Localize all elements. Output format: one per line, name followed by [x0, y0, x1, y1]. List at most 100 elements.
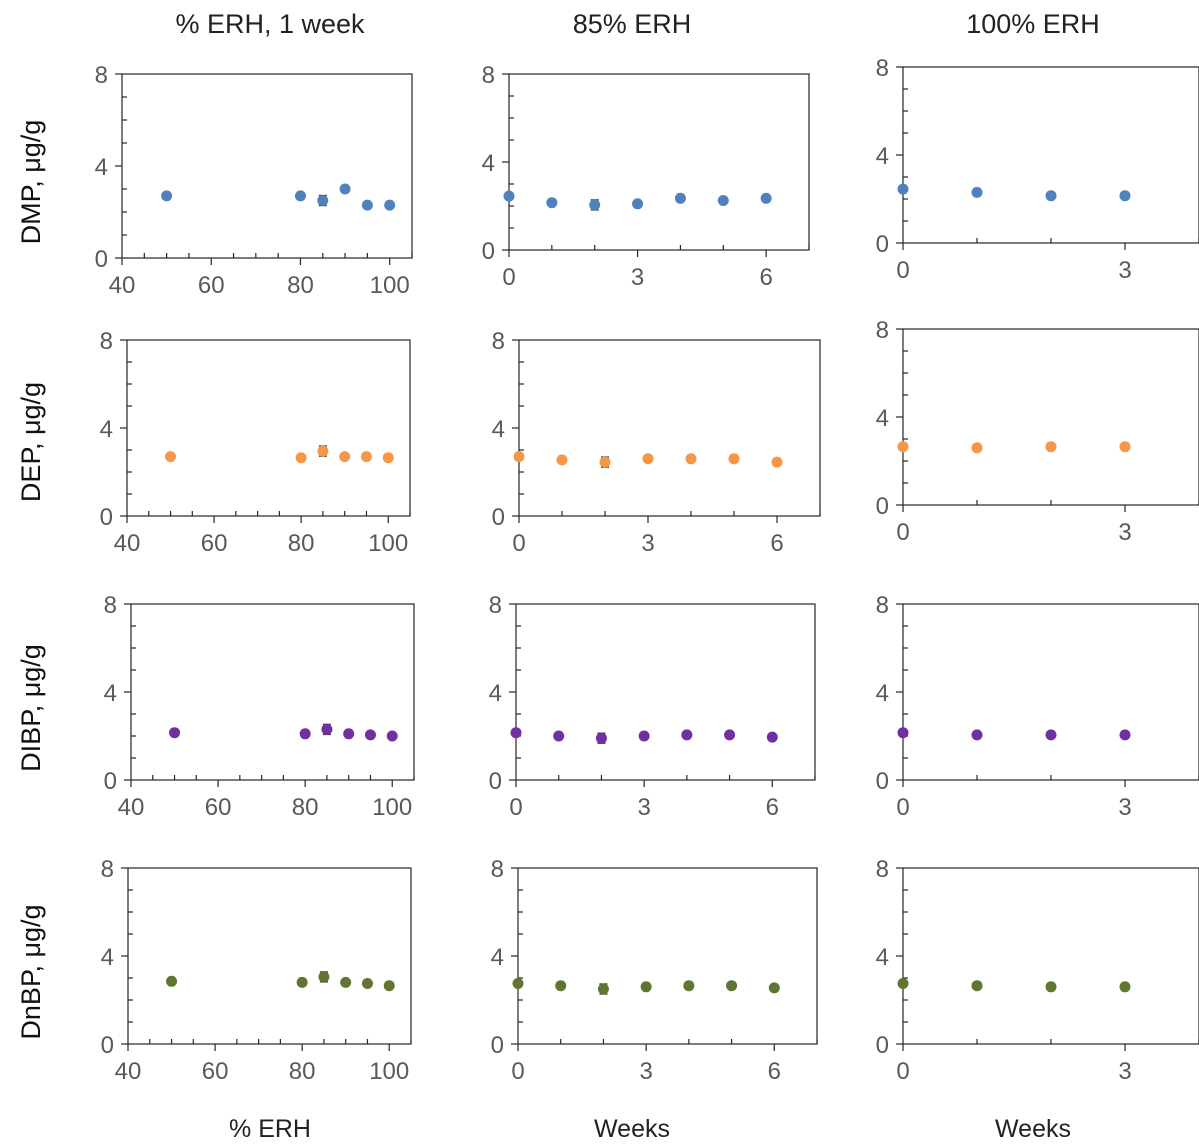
data-point-dep [295, 452, 307, 464]
plot-frame [902, 867, 1199, 1045]
data-point-dibp [364, 729, 376, 741]
x-tick-label: 100 [372, 794, 412, 821]
data-point-dibp [1119, 729, 1131, 741]
y-tick-label: 4 [876, 680, 889, 707]
data-point-dibp [169, 727, 181, 739]
y-tick-label: 4 [95, 154, 108, 181]
data-point-dmp [294, 190, 306, 202]
data-point-dnbp [726, 980, 738, 992]
data-point-dmp [361, 199, 373, 211]
panel-dmp-week100: 0 4 8 0 3 [876, 55, 1199, 284]
x-axis-label-weeks-85: Weeks [594, 1115, 670, 1143]
panel-dnbp-erh: 0 4 8 40 60 80 100 [101, 856, 412, 1085]
data-point-dibp [724, 729, 736, 741]
x-tick-label: 0 [509, 794, 522, 821]
data-point-dnbp [897, 978, 909, 989]
x-tick-label: 0 [896, 794, 909, 821]
data-point-dmp [674, 192, 686, 204]
data-point-dibp [1045, 729, 1057, 741]
data-point-dibp [766, 731, 778, 743]
data-point-dnbp [166, 975, 178, 987]
data-point-dibp [553, 730, 565, 742]
x-tick-label: 60 [198, 272, 225, 299]
column-title-2: 85% ERH [573, 9, 692, 39]
data-point-dibp [638, 730, 650, 742]
x-tick-label: 3 [1118, 794, 1131, 821]
y-tick-label: 4 [876, 944, 889, 971]
y-tick-label: 0 [491, 1032, 504, 1059]
y-tick-label: 8 [104, 592, 117, 619]
x-tick-label: 6 [766, 794, 779, 821]
y-tick-label: 0 [104, 768, 117, 795]
x-tick-label: 100 [368, 530, 408, 557]
data-point-dep [971, 442, 983, 454]
y-tick-label: 0 [100, 504, 113, 531]
plot-frame [902, 603, 1199, 781]
data-point-dibp [299, 728, 311, 740]
plot-frame [121, 73, 413, 259]
plot-frame [130, 603, 415, 781]
y-tick-label: 4 [491, 944, 504, 971]
y-tick-label: 4 [876, 143, 889, 170]
x-tick-label: 3 [637, 794, 650, 821]
plot-frame [902, 328, 1199, 506]
x-tick-label: 40 [109, 272, 136, 299]
data-point-dep [1045, 441, 1057, 453]
data-point-dmp [546, 197, 558, 209]
y-tick-label: 4 [492, 416, 505, 443]
column-title-3: 100% ERH [966, 9, 1100, 39]
data-point-dmp [1045, 190, 1057, 202]
x-tick-label: 0 [896, 1058, 909, 1085]
y-tick-label: 8 [876, 856, 889, 883]
x-tick-label: 80 [288, 530, 315, 557]
x-axis-label-erh: % ERH [229, 1115, 311, 1143]
data-point-dmp [317, 195, 329, 206]
data-point-dibp [386, 730, 398, 742]
data-point-dmp [717, 195, 729, 206]
data-point-dep [317, 445, 329, 457]
panel-dnbp-week85: 0 4 8 0 3 6 [491, 856, 818, 1085]
data-point-dnbp [683, 980, 695, 992]
data-point-dnbp [296, 976, 308, 988]
plot-frame [518, 339, 821, 517]
x-tick-label: 3 [1118, 519, 1131, 546]
data-point-dibp [595, 732, 607, 744]
data-point-dnbp [340, 976, 352, 988]
data-point-dmp [339, 183, 351, 195]
y-tick-label: 4 [104, 680, 117, 707]
y-tick-label: 8 [876, 317, 889, 344]
x-tick-label: 3 [1118, 1058, 1131, 1085]
data-point-dep [339, 451, 351, 463]
data-point-dep [685, 453, 697, 465]
panel-dep-erh: 0 4 8 40 60 80 100 [100, 328, 411, 557]
y-tick-label: 4 [876, 405, 889, 432]
plot-frame [902, 66, 1199, 244]
y-tick-label: 8 [100, 328, 113, 355]
x-tick-label: 3 [631, 264, 644, 291]
x-tick-label: 60 [202, 1058, 229, 1085]
panel-dmp-week85: 0 4 8 0 3 6 [482, 62, 810, 291]
y-tick-label: 0 [489, 768, 502, 795]
y-tick-label: 8 [491, 856, 504, 883]
data-point-dnbp [512, 978, 524, 989]
y-tick-label: 0 [482, 238, 495, 265]
data-point-dnbp [640, 981, 652, 993]
x-tick-label: 40 [118, 794, 145, 821]
x-tick-label: 0 [511, 1058, 524, 1085]
data-point-dmp [503, 190, 515, 202]
data-point-dep [642, 453, 654, 465]
y-tick-label: 4 [101, 944, 114, 971]
data-point-dnbp [768, 982, 780, 994]
y-tick-label: 4 [489, 680, 502, 707]
data-point-dnbp [1119, 981, 1131, 993]
panel-dibp-week85: 0 4 8 0 3 6 [489, 592, 816, 821]
data-point-dibp [971, 729, 983, 741]
y-tick-label: 0 [876, 493, 889, 520]
data-point-dibp [897, 727, 909, 739]
y-tick-label: 4 [482, 150, 495, 177]
x-tick-label: 60 [205, 794, 232, 821]
x-tick-label: 0 [896, 257, 909, 284]
y-tick-label: 8 [489, 592, 502, 619]
